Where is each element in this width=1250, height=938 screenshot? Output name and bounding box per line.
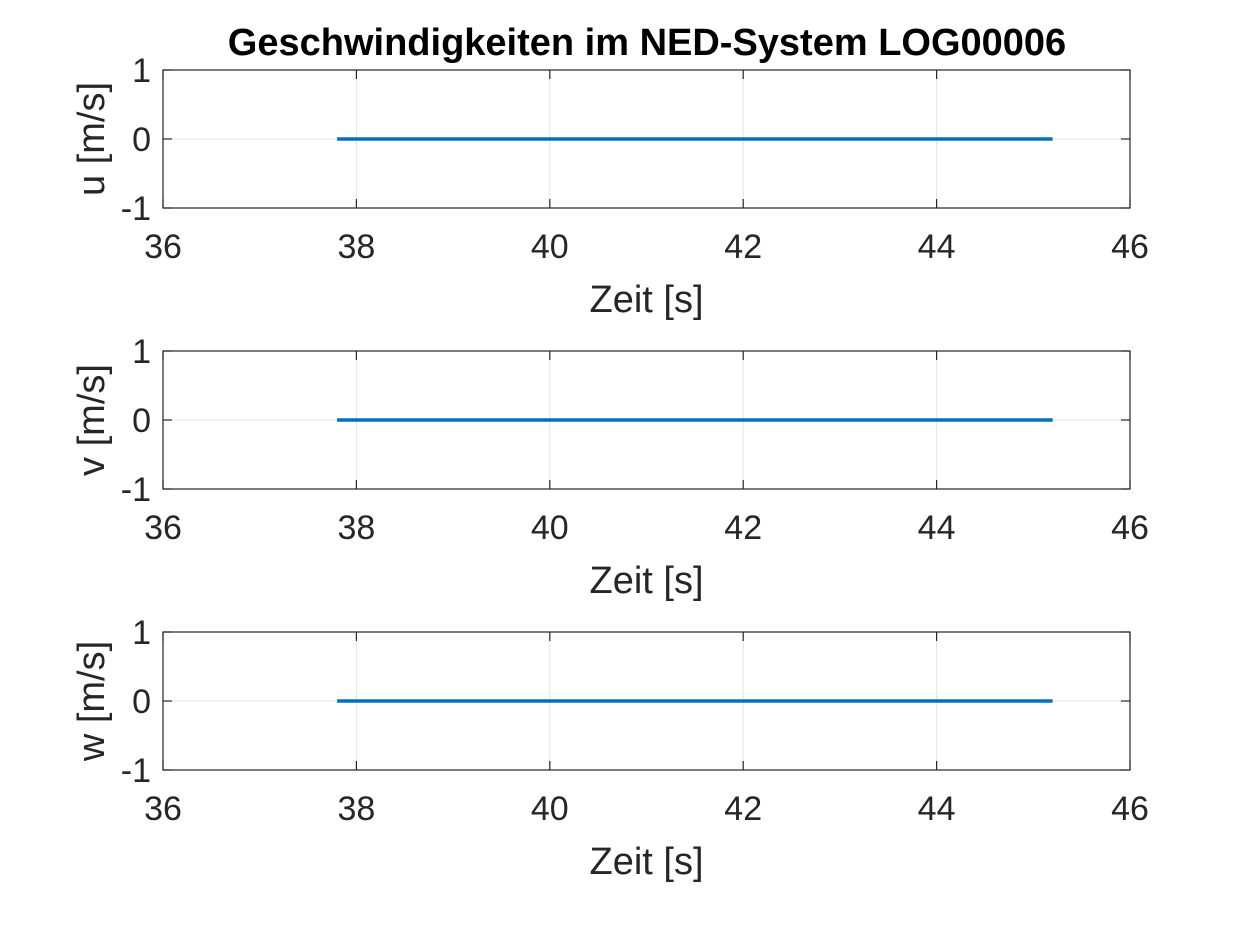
x-axis-label: Zeit [s] — [589, 841, 703, 883]
y-tick-label: -1 — [121, 190, 151, 228]
x-tick-label: 44 — [918, 228, 956, 266]
y-tick-label: 0 — [132, 402, 151, 440]
x-tick-label: 44 — [918, 509, 956, 547]
y-axis-label: v [m/s] — [71, 364, 113, 476]
y-tick-label: -1 — [121, 752, 151, 790]
x-tick-label: 42 — [724, 228, 762, 266]
x-tick-label: 38 — [337, 228, 375, 266]
y-tick-label: 1 — [132, 614, 151, 652]
x-tick-label: 40 — [531, 228, 569, 266]
y-tick-label: 0 — [132, 121, 151, 159]
subplot-w: 36 38 40 42 44 46 -1 0 1 Zeit [s] w [m/s] — [71, 614, 1149, 883]
x-tick-label: 46 — [1111, 228, 1149, 266]
x-tick-label: 46 — [1111, 509, 1149, 547]
x-axis-label: Zeit [s] — [589, 279, 703, 321]
y-axis-label: u [m/s] — [71, 82, 113, 196]
y-tick-label: 1 — [132, 52, 151, 90]
x-tick-label: 40 — [531, 790, 569, 828]
subplot-u: 36 38 40 42 44 46 -1 0 1 Zeit [s] u [m/s] — [71, 52, 1149, 321]
subplot-v: 36 38 40 42 44 46 -1 0 1 Zeit [s] v [m/s] — [71, 333, 1149, 602]
x-tick-label: 36 — [144, 790, 182, 828]
y-tick-label: 1 — [132, 333, 151, 371]
x-tick-label: 38 — [337, 509, 375, 547]
x-tick-label: 36 — [144, 509, 182, 547]
figure-title: Geschwindigkeiten im NED-System LOG00006 — [228, 22, 1066, 64]
y-axis-label: w [m/s] — [71, 641, 113, 762]
subplots-group: 36 38 40 42 44 46 -1 0 1 Zeit [s] u [m/s] 36 38 40 42 4… — [71, 52, 1149, 883]
y-tick-label: 0 — [132, 683, 151, 721]
x-tick-label: 40 — [531, 509, 569, 547]
x-tick-label: 36 — [144, 228, 182, 266]
y-tick-label: -1 — [121, 471, 151, 509]
x-tick-label: 42 — [724, 790, 762, 828]
x-tick-label: 42 — [724, 509, 762, 547]
x-tick-label: 38 — [337, 790, 375, 828]
x-tick-label: 44 — [918, 790, 956, 828]
x-axis-label: Zeit [s] — [589, 560, 703, 602]
x-tick-label: 46 — [1111, 790, 1149, 828]
